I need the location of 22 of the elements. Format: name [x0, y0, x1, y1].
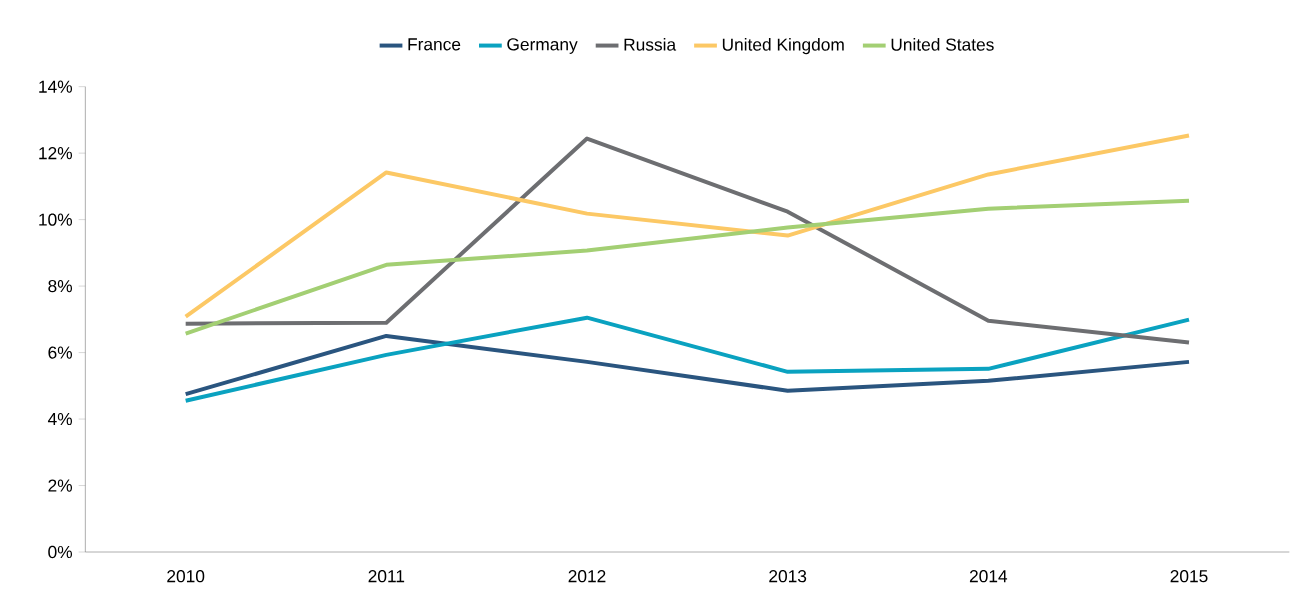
- x-tick-label: 2013: [769, 570, 807, 583]
- x-tick-label: 2014: [969, 570, 1008, 583]
- x-tick-label: 2012: [568, 570, 606, 583]
- line-series: [183, 198, 1191, 336]
- line-series: [183, 333, 1191, 397]
- legend-label: United Kingdom: [722, 37, 844, 55]
- x-tick-label: 2010: [167, 570, 205, 583]
- y-tick-label: 0%: [48, 545, 73, 559]
- legend-label: Russia: [624, 37, 677, 51]
- x-tick-label: 2011: [368, 570, 405, 583]
- y-tick-label: 10%: [39, 213, 73, 226]
- y-tick-label: 8%: [48, 279, 73, 293]
- y-tick-label: 6%: [48, 346, 73, 359]
- line-series: [183, 315, 1191, 403]
- y-tick-label: 2%: [48, 479, 73, 492]
- legend-label: United States: [891, 37, 994, 51]
- x-tick-label: 2015: [1170, 570, 1208, 583]
- y-tick-label: 14%: [39, 80, 73, 93]
- y-tick-label: 4%: [47, 412, 73, 426]
- legend-label: Germany: [507, 38, 578, 54]
- legend-label: France: [408, 38, 461, 51]
- y-tick-label: 12%: [39, 147, 73, 160]
